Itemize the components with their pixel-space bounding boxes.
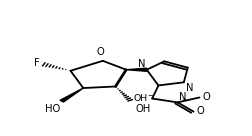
Text: OH: OH <box>133 94 147 103</box>
Text: O: O <box>97 47 105 57</box>
Text: OH: OH <box>135 104 150 114</box>
Polygon shape <box>126 68 147 71</box>
Polygon shape <box>60 88 83 102</box>
Text: O: O <box>197 106 204 116</box>
Text: O: O <box>202 92 210 103</box>
Text: HO: HO <box>45 104 60 114</box>
Text: F: F <box>34 58 39 68</box>
Text: +: + <box>181 97 186 102</box>
Text: −: − <box>148 93 153 99</box>
Text: N: N <box>186 83 193 93</box>
Text: N: N <box>138 59 146 69</box>
Text: N: N <box>179 92 186 102</box>
